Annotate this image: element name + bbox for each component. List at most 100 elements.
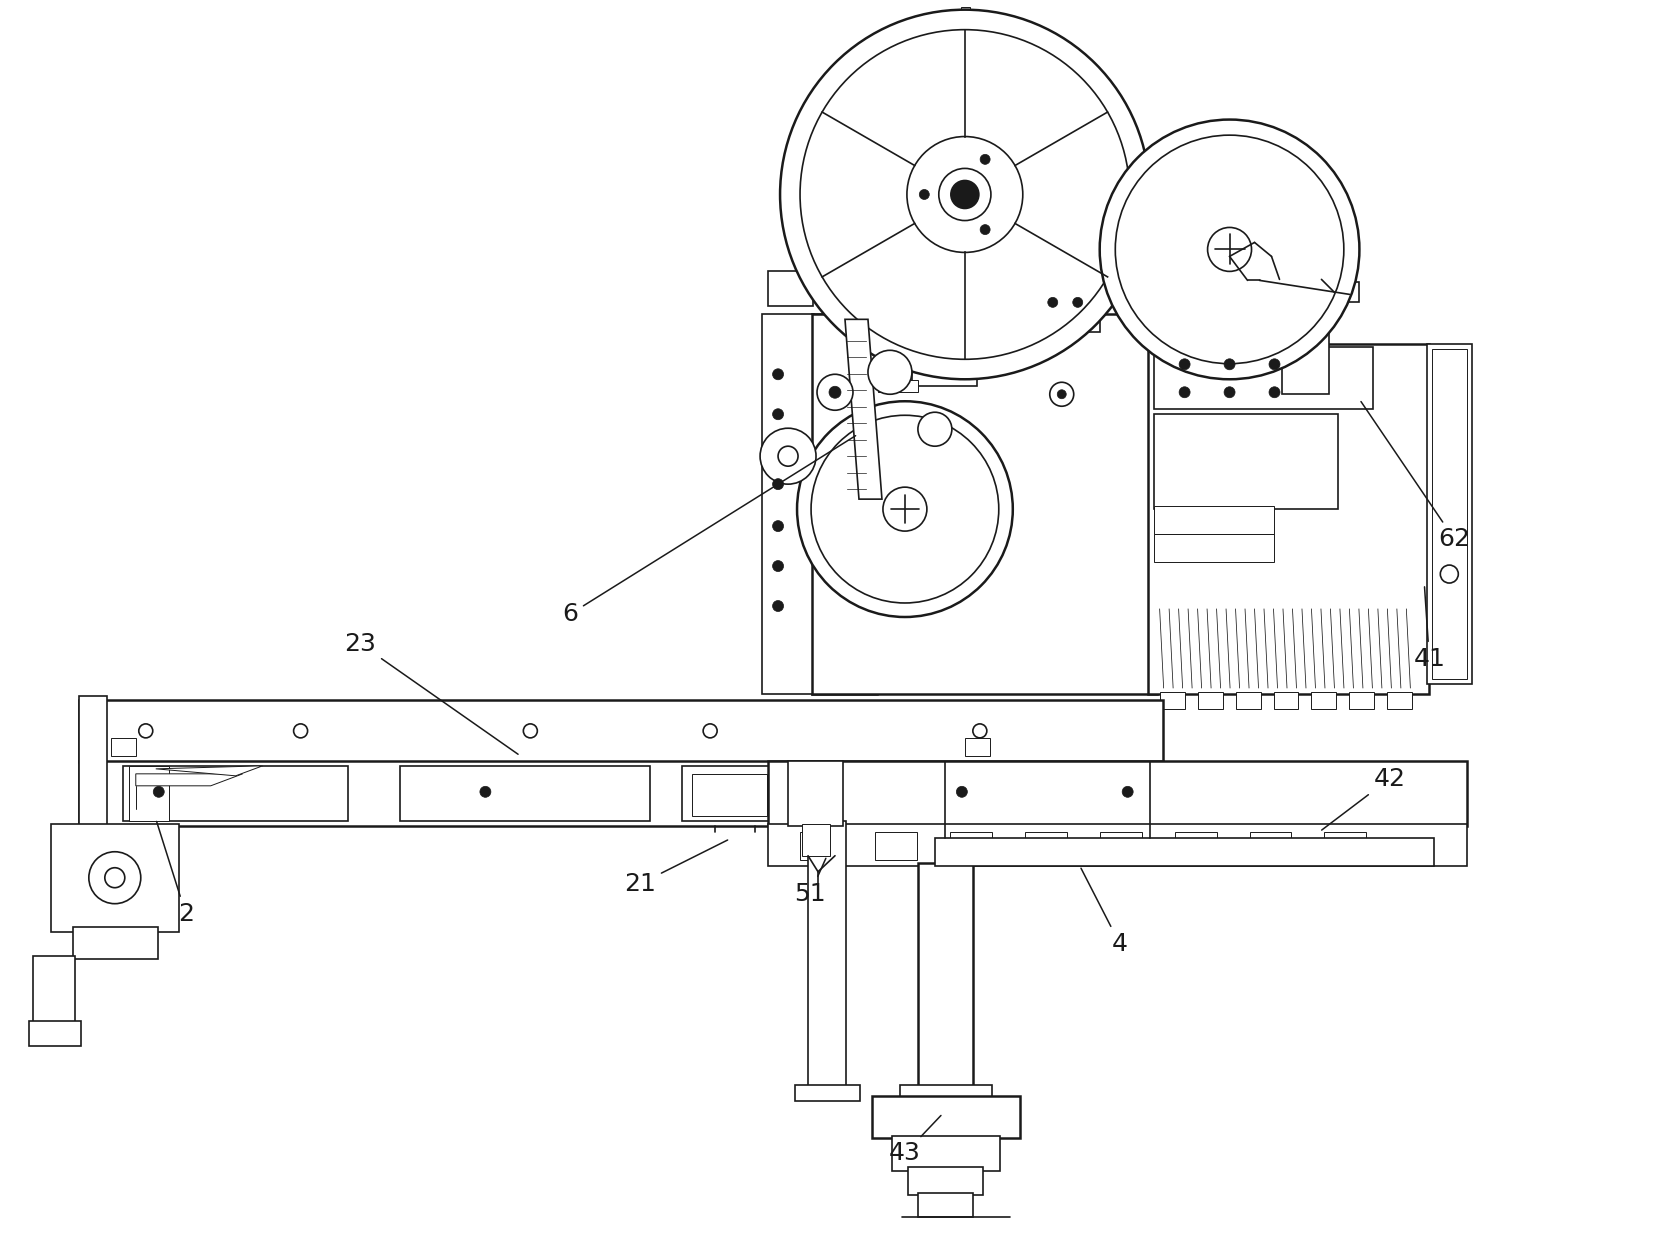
- Bar: [33, 955, 75, 1024]
- Bar: [813, 315, 1157, 694]
- Bar: [878, 381, 918, 392]
- Circle shape: [1056, 389, 1066, 399]
- Circle shape: [1100, 119, 1360, 379]
- Bar: [1282, 332, 1330, 394]
- Bar: [50, 824, 179, 932]
- Text: 21: 21: [624, 840, 728, 896]
- Bar: [1335, 282, 1360, 302]
- Circle shape: [703, 724, 718, 738]
- Circle shape: [88, 852, 140, 903]
- Bar: [1038, 290, 1100, 332]
- Text: 51: 51: [794, 858, 826, 906]
- Circle shape: [811, 415, 998, 603]
- Bar: [768, 761, 1467, 826]
- Bar: [693, 774, 768, 816]
- Bar: [401, 766, 651, 821]
- Circle shape: [1268, 358, 1280, 369]
- Bar: [1432, 350, 1467, 679]
- Circle shape: [773, 561, 783, 571]
- Circle shape: [1208, 228, 1252, 271]
- Circle shape: [1440, 565, 1459, 583]
- Circle shape: [1223, 358, 1235, 369]
- Bar: [73, 927, 159, 959]
- Text: 6: 6: [562, 435, 856, 626]
- Circle shape: [980, 225, 990, 235]
- Circle shape: [920, 189, 930, 199]
- Bar: [848, 315, 868, 326]
- Bar: [1148, 345, 1429, 694]
- Circle shape: [1178, 358, 1190, 369]
- Bar: [1100, 832, 1142, 860]
- Bar: [1153, 347, 1374, 409]
- Text: 4: 4: [1082, 868, 1128, 955]
- Bar: [961, 6, 970, 31]
- Circle shape: [1268, 387, 1280, 398]
- Bar: [78, 761, 1163, 826]
- Bar: [1198, 692, 1223, 709]
- Polygon shape: [845, 320, 881, 499]
- Circle shape: [980, 154, 990, 164]
- Circle shape: [294, 724, 307, 738]
- Bar: [78, 695, 107, 826]
- Text: 43: 43: [890, 1116, 941, 1166]
- Bar: [1427, 345, 1472, 684]
- Circle shape: [1223, 387, 1235, 398]
- Bar: [1025, 832, 1066, 860]
- Circle shape: [773, 409, 783, 419]
- Circle shape: [906, 137, 1023, 253]
- Circle shape: [1073, 297, 1083, 307]
- Circle shape: [799, 30, 1130, 360]
- Text: 42: 42: [1322, 766, 1405, 830]
- Bar: [129, 766, 169, 821]
- Bar: [1153, 534, 1273, 562]
- Circle shape: [818, 374, 853, 411]
- Circle shape: [951, 180, 978, 209]
- Text: 41: 41: [1414, 587, 1445, 671]
- Bar: [918, 863, 973, 1088]
- Bar: [908, 1167, 983, 1195]
- Bar: [1325, 832, 1367, 860]
- Bar: [1387, 692, 1412, 709]
- Circle shape: [829, 387, 841, 398]
- Bar: [1153, 414, 1339, 509]
- Polygon shape: [135, 774, 242, 786]
- Circle shape: [798, 402, 1013, 617]
- Circle shape: [956, 786, 968, 797]
- Bar: [78, 700, 1163, 761]
- Bar: [965, 738, 990, 756]
- Bar: [124, 766, 347, 821]
- Bar: [1350, 692, 1374, 709]
- Text: 2: 2: [157, 821, 194, 926]
- Bar: [1160, 692, 1185, 709]
- Bar: [794, 1086, 860, 1101]
- Bar: [1295, 280, 1317, 332]
- Circle shape: [883, 488, 926, 531]
- Bar: [918, 1193, 973, 1218]
- Bar: [1273, 692, 1298, 709]
- Bar: [891, 1137, 1000, 1172]
- Circle shape: [938, 168, 991, 220]
- Bar: [803, 824, 829, 856]
- Circle shape: [773, 601, 783, 612]
- Circle shape: [973, 724, 986, 738]
- Bar: [871, 1096, 1020, 1138]
- Circle shape: [773, 520, 783, 531]
- Text: 62: 62: [1360, 402, 1470, 551]
- Circle shape: [1122, 786, 1133, 797]
- Circle shape: [868, 351, 911, 394]
- Bar: [110, 738, 135, 756]
- Bar: [1235, 692, 1260, 709]
- Circle shape: [1178, 387, 1190, 398]
- Bar: [1312, 692, 1337, 709]
- Circle shape: [1050, 382, 1073, 407]
- Bar: [799, 832, 841, 860]
- Circle shape: [1115, 136, 1344, 363]
- Bar: [911, 309, 976, 387]
- Bar: [768, 271, 813, 306]
- Circle shape: [918, 412, 951, 447]
- Bar: [1153, 506, 1273, 534]
- Bar: [788, 761, 843, 826]
- Circle shape: [139, 724, 154, 738]
- Bar: [683, 766, 778, 821]
- Circle shape: [773, 368, 783, 379]
